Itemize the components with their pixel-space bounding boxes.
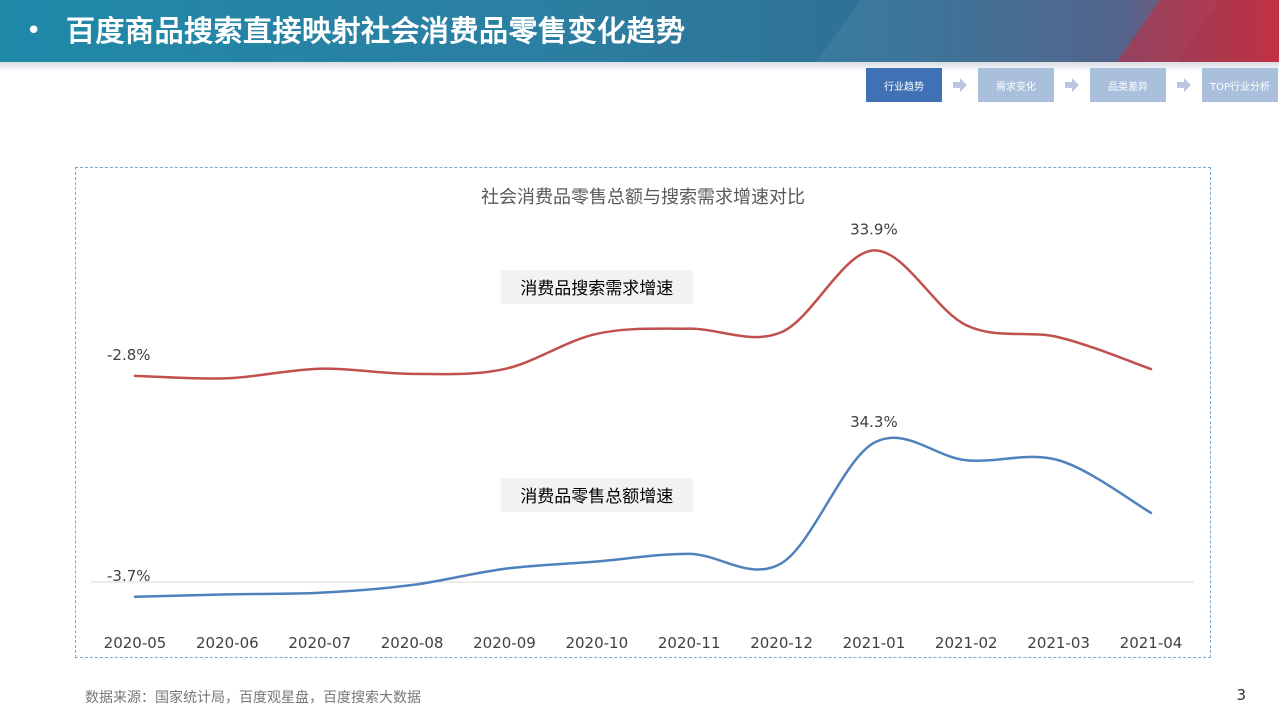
- arrow-right-icon: [942, 68, 978, 102]
- arrow-right-icon: [1054, 68, 1090, 102]
- data-label: 34.3%: [850, 413, 898, 431]
- step-industry-trend[interactable]: 行业趋势: [866, 68, 942, 102]
- data-source-note: 数据来源：国家统计局，百度观星盘，百度搜索大数据: [85, 690, 421, 706]
- x-tick-label: 2020-07: [288, 634, 351, 652]
- data-label: -2.8%: [107, 346, 151, 364]
- x-tick-label: 2020-12: [750, 634, 813, 652]
- title-banner: • 百度商品搜索直接映射社会消费品零售变化趋势: [0, 0, 1279, 62]
- series-line-1: [133, 249, 1153, 380]
- x-tick-label: 2020-11: [658, 634, 721, 652]
- x-tick-label: 2020-06: [196, 634, 259, 652]
- series-line-2: [133, 436, 1153, 599]
- x-tick-label: 2021-01: [843, 634, 906, 652]
- arrow-right-icon: [1166, 68, 1202, 102]
- page-title: 百度商品搜索直接映射社会消费品零售变化趋势: [66, 14, 686, 48]
- series-label-box: [500, 478, 693, 512]
- x-tick-label: 2020-09: [473, 634, 536, 652]
- step-demand-change[interactable]: 需求变化: [978, 68, 1054, 102]
- x-tick-label: 2020-05: [104, 634, 167, 652]
- chart-panel: 社会消费品零售总额与搜索需求增速对比 2020-05 2020-06 2020-07 2…: [75, 167, 1211, 658]
- x-tick-label: 2021-02: [935, 634, 998, 652]
- x-tick-label: 2021-04: [1120, 634, 1183, 652]
- step-top-industry-analysis[interactable]: TOP行业分析: [1202, 68, 1278, 102]
- data-label: -3.7%: [107, 567, 151, 585]
- banner-shadow: [0, 62, 1279, 72]
- x-tick-label: 2020-08: [381, 634, 444, 652]
- title-bullet: •: [26, 16, 42, 46]
- x-tick-label: 2020-10: [565, 634, 628, 652]
- series-label-box: [500, 270, 693, 304]
- series-label: 消费品搜索需求增速: [520, 279, 673, 299]
- page-number: 3: [1236, 686, 1246, 704]
- data-label: 33.9%: [850, 220, 898, 238]
- chart-title: 社会消费品零售总额与搜索需求增速对比: [481, 187, 805, 208]
- step-navigation: 行业趋势 需求变化 品类差异 TOP行业分析: [866, 67, 1278, 103]
- step-category-difference[interactable]: 品类差异: [1090, 68, 1166, 102]
- line-chart: 社会消费品零售总额与搜索需求增速对比 2020-05 2020-06 2020-07 2…: [91, 187, 1194, 652]
- x-tick-label: 2021-03: [1027, 634, 1090, 652]
- series-label: 消费品零售总额增速: [520, 487, 673, 507]
